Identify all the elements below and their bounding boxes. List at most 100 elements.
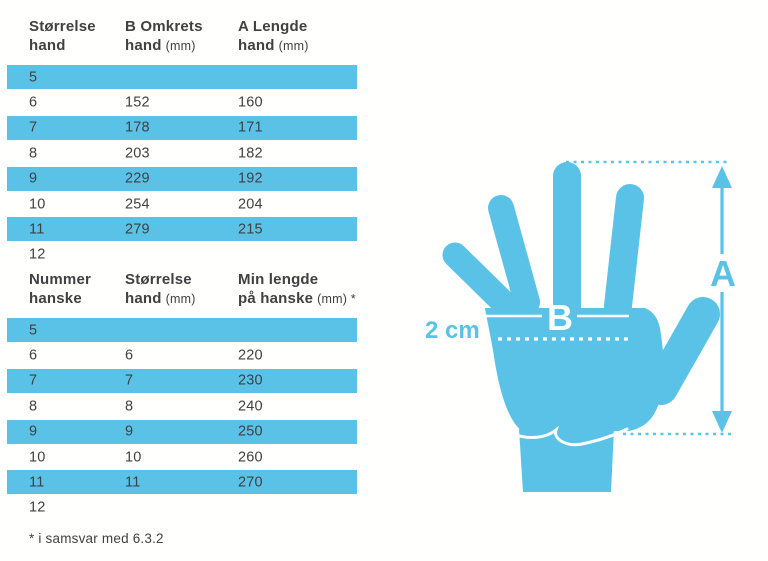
- table-row: 6 6 220: [7, 343, 357, 368]
- table-row: 7 178 171: [7, 115, 357, 142]
- footnote: * i samsvar med 6.3.2: [29, 531, 164, 546]
- index-finger: [604, 184, 644, 320]
- table-row: 5: [7, 65, 357, 91]
- cell: 220: [238, 347, 263, 364]
- cell: 178: [125, 119, 150, 136]
- glove-size-table: Nummer hanske Størrelse hand (mm) Min len…: [7, 270, 357, 521]
- cell: 8: [29, 398, 38, 415]
- ring-finger: [488, 195, 540, 315]
- cell: 10: [29, 196, 46, 213]
- header-line1: Min lengde: [238, 271, 319, 288]
- table-row: 6 152 160: [7, 90, 357, 115]
- cell: 11: [29, 474, 45, 491]
- hand-size-table-header: Størrelse hand B Omkrets hand (mm) A Leng…: [7, 17, 357, 56]
- label-2cm: 2 cm: [425, 317, 480, 344]
- cell: 9: [29, 423, 38, 440]
- column-header-nummer-hanske: Nummer hanske: [29, 270, 125, 309]
- column-header-a-lengde: A Lengde hand (mm): [238, 17, 357, 56]
- table-row: 10 254 204: [7, 192, 357, 217]
- cell: 9: [125, 423, 134, 440]
- cell: 260: [238, 449, 263, 466]
- header-line1: Størrelse: [29, 18, 96, 35]
- header-line1: Nummer: [29, 271, 92, 288]
- header-line2: på hanske: [238, 290, 314, 307]
- table-row: 12: [7, 243, 357, 268]
- column-header-storrelse-hand: Størrelse hand: [29, 17, 125, 56]
- column-header-min-lengde: Min lengde på hanske (mm) *: [238, 270, 357, 309]
- cell: 192: [238, 170, 263, 187]
- cell: 6: [29, 347, 38, 364]
- cell: 7: [29, 119, 38, 136]
- cell: 6: [125, 347, 134, 364]
- table-row: 7 7 230: [7, 368, 357, 395]
- thumb: [644, 297, 720, 405]
- header-line2: hand: [238, 37, 275, 54]
- wrist: [519, 429, 614, 492]
- cell: 279: [125, 221, 150, 238]
- cell: 5: [29, 322, 38, 339]
- cell: 182: [238, 145, 263, 162]
- cell: 8: [29, 145, 38, 162]
- table-row: 10 10 260: [7, 445, 357, 470]
- hand-silhouette: [442, 162, 720, 492]
- cell: 11: [29, 221, 45, 238]
- cell: 7: [29, 372, 38, 389]
- hand-size-table-body: 5 6 152 160 7 178 171 8 203 182 9 229 192 10 254 2…: [7, 65, 357, 268]
- cell: 270: [238, 474, 263, 491]
- header-line1: B Omkrets: [125, 18, 203, 35]
- cell: 240: [238, 398, 263, 415]
- table-row: 11 11 270: [7, 470, 357, 496]
- cell: 10: [29, 449, 46, 466]
- cell: 203: [125, 145, 150, 162]
- table-row: 9 9 250: [7, 419, 357, 445]
- table-row: 11 279 215: [7, 217, 357, 243]
- table-row: 8 8 240: [7, 394, 357, 419]
- header-line1: A Lengde: [238, 18, 308, 35]
- a-measurement: A: [566, 160, 736, 436]
- cell: 160: [238, 94, 263, 111]
- header-line1: Størrelse: [125, 271, 192, 288]
- hand-size-table: Størrelse hand B Omkrets hand (mm) A Leng…: [7, 17, 357, 268]
- glove-size-table-header: Nummer hanske Størrelse hand (mm) Min len…: [7, 270, 357, 309]
- cell: 8: [125, 398, 134, 415]
- header-line2: hand: [29, 37, 66, 54]
- header-line2: hand: [125, 290, 162, 307]
- cell: 12: [29, 246, 46, 263]
- table-row: 5: [7, 318, 357, 344]
- label-a: A: [710, 253, 736, 294]
- header-unit: (mm): [165, 39, 196, 53]
- header-line2: hand: [125, 37, 162, 54]
- cell: 12: [29, 499, 46, 516]
- column-header-b-omkrets: B Omkrets hand (mm): [125, 17, 238, 56]
- cell: 229: [125, 170, 150, 187]
- cell: 10: [125, 449, 142, 466]
- cell: 230: [238, 372, 263, 389]
- cell: 6: [29, 94, 38, 111]
- cell: 171: [238, 119, 263, 136]
- column-header-storrelse-hand: Størrelse hand (mm): [125, 270, 238, 309]
- a-arrowhead-up: [712, 166, 732, 188]
- cell: 215: [238, 221, 263, 238]
- label-b: B: [547, 297, 573, 338]
- wrist-crease-line: [511, 425, 629, 447]
- header-unit: (mm): [278, 39, 309, 53]
- cell: 9: [29, 170, 38, 187]
- hand-measurement-diagram: B 2 cm A: [415, 140, 768, 520]
- header-unit: (mm) *: [317, 292, 356, 306]
- b-measurement: B 2 cm: [425, 297, 633, 344]
- cell: 11: [125, 474, 141, 491]
- table-row: 9 229 192: [7, 166, 357, 192]
- cell: 5: [29, 69, 38, 86]
- cell: 254: [125, 196, 150, 213]
- pinky-finger: [442, 242, 526, 325]
- table-row: 12: [7, 496, 357, 521]
- cell: 204: [238, 196, 263, 213]
- table-row: 8 203 182: [7, 141, 357, 166]
- cell: 152: [125, 94, 150, 111]
- cell: 250: [238, 423, 263, 440]
- a-arrowhead-down: [712, 411, 732, 433]
- glove-size-table-body: 5 6 6 220 7 7 230 8 8 240 9 9 250 10 10 260 11 11 27…: [7, 318, 357, 521]
- header-line2: hanske: [29, 290, 82, 307]
- cell: 7: [125, 372, 134, 389]
